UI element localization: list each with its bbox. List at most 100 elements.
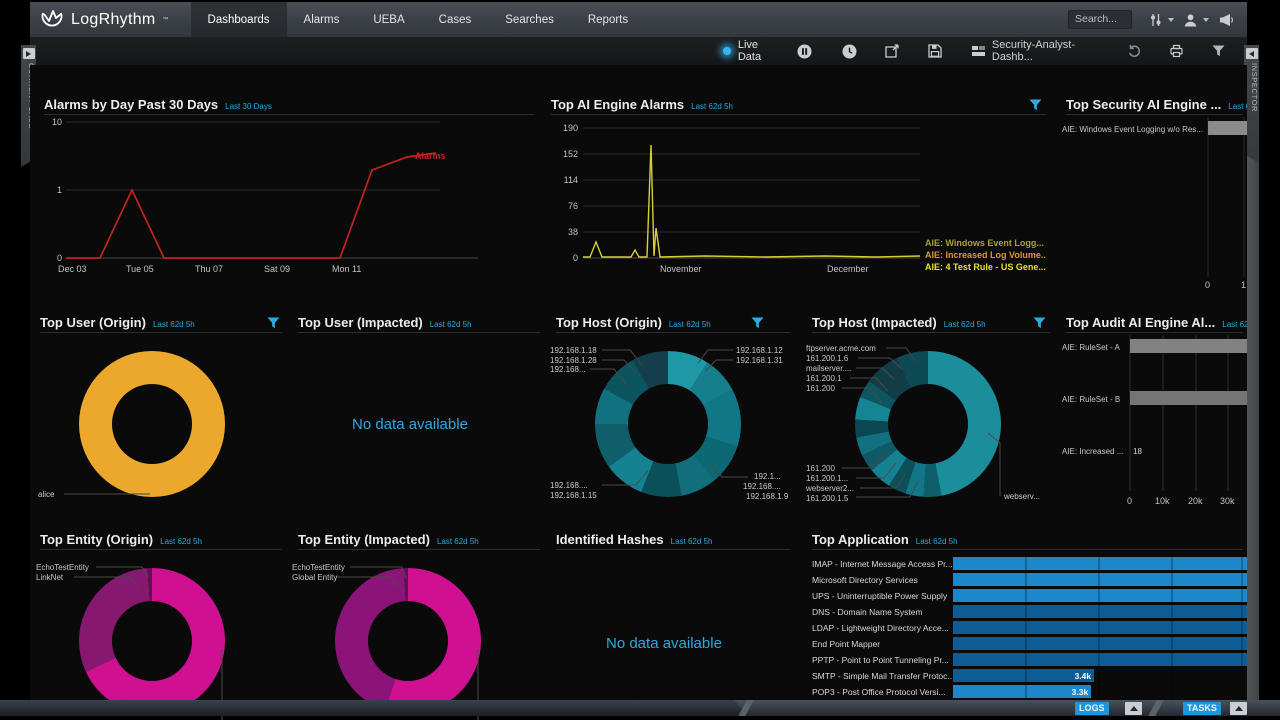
audit-bar-ruleset-a[interactable] (1130, 339, 1247, 353)
application-bar[interactable] (953, 621, 1247, 634)
donut-label: 192.168... (550, 365, 586, 374)
right-scrollbar[interactable] (1247, 45, 1259, 700)
tasks-expand-icon[interactable] (1230, 701, 1247, 715)
application-bar[interactable] (953, 557, 1247, 570)
pause-icon[interactable] (797, 44, 812, 59)
application-bar[interactable]: 3.4k (953, 669, 1095, 682)
bar-label: AIE: RuleSet - B (1062, 395, 1121, 404)
application-row: POP3 - Post Office Protocol Versi... 3.3k (806, 684, 1247, 700)
y-tick: 10 (51, 117, 62, 127)
print-icon[interactable] (1169, 44, 1184, 58)
announcements-icon[interactable] (1218, 13, 1235, 27)
user-origin-donut[interactable] (79, 351, 225, 497)
panel-range: Last 62d 5h (436, 537, 479, 546)
y-tick: 1 (56, 185, 62, 195)
logs-tab[interactable]: LOGS (1075, 701, 1109, 715)
panel-filter-icon[interactable] (267, 316, 280, 334)
entity-impacted-donut[interactable] (335, 568, 481, 714)
current-case-expand-icon[interactable] (23, 48, 35, 59)
ai-engine-chart[interactable] (545, 95, 1050, 297)
application-bar[interactable] (953, 605, 1247, 618)
panel-top-user-impacted: Top User (Impacted) Last 62d 5h No data … (292, 313, 544, 515)
panel-title: Top Application (812, 532, 909, 547)
x-tick: Thu 07 (195, 264, 224, 274)
application-row: UPS - Uninterruptible Power Supply (806, 588, 1247, 604)
donut-label: EchoTestEntity (292, 563, 345, 572)
panel-top-entity-origin-header: Top Entity (Origin) Last 62d 5h (40, 532, 282, 550)
donut-label: LinkNet (36, 573, 64, 582)
x-tick: 10k (1155, 496, 1170, 506)
nav-tab-searches[interactable]: Searches (505, 13, 554, 26)
donut-label: 161.200.1... (806, 474, 849, 483)
nav-tab-alarms[interactable]: Alarms (303, 13, 340, 26)
nav-tab-ueba[interactable]: UEBA (373, 13, 405, 26)
dashboard-layout-icon[interactable] (972, 45, 986, 57)
application-row: End Point Mapper (806, 636, 1247, 652)
toolbar-filter-icon[interactable] (1212, 45, 1225, 57)
bar-value: 18 (1133, 447, 1142, 456)
application-bar[interactable]: 3.3k (953, 685, 1092, 698)
panel-top-entity-origin: Top Entity (Origin) Last 62d 5h EchoTest… (34, 530, 286, 720)
time-range-icon[interactable] (842, 44, 857, 59)
panel-filter-icon[interactable] (751, 316, 764, 334)
nav-tab-cases[interactable]: Cases (438, 13, 472, 26)
y-tick: 0 (572, 253, 578, 263)
alarms-by-day-chart[interactable] (38, 95, 538, 297)
live-data-indicator (723, 47, 731, 55)
user-profile-icon[interactable] (1183, 13, 1198, 27)
application-bar[interactable] (953, 637, 1247, 650)
panel-filter-icon[interactable] (1033, 316, 1046, 334)
host-impacted-donut[interactable] (855, 351, 1001, 497)
x-tick: Tue 05 (126, 264, 154, 274)
application-label: End Point Mapper (812, 639, 881, 649)
security-aie-bar[interactable] (1208, 121, 1247, 135)
series-legend-alarms: Alarms (415, 151, 446, 161)
donut-label: alice (38, 490, 55, 499)
filter-sliders-icon[interactable] (1149, 13, 1163, 27)
inspector-expand-icon[interactable] (1246, 48, 1258, 59)
application-row: LDAP - Lightweight Directory Acce... (806, 620, 1247, 636)
donut-label: webserv... (1004, 492, 1040, 501)
live-data-label[interactable]: Live Data (737, 39, 762, 63)
inspector-label: INSPECTOR (1250, 63, 1259, 113)
nav-tab-dashboards[interactable]: Dashboards (190, 2, 287, 37)
application-bar[interactable] (953, 573, 1247, 586)
application-row: PPTP - Point to Point Tunneling Pr... (806, 652, 1247, 668)
audit-aie-chart[interactable] (1060, 313, 1247, 515)
donut-label: 192.168.1.31 (736, 356, 783, 365)
security-aie-chart[interactable] (1060, 95, 1247, 297)
panel-filter-icon[interactable] (1029, 98, 1042, 116)
panel-alarms-by-day: Alarms by Day Past 30 Days Last 30 Days … (38, 95, 538, 297)
search-input[interactable]: Search... (1068, 10, 1132, 29)
application-bar[interactable] (953, 653, 1247, 666)
panel-top-user-impacted-header: Top User (Impacted) Last 62d 5h (298, 315, 540, 333)
logs-expand-icon[interactable] (1125, 701, 1142, 715)
filter-caret-icon[interactable] (1168, 17, 1174, 22)
logrhythm-logo[interactable]: LogRhythm ™ (30, 6, 191, 33)
top-navbar: LogRhythm ™ Dashboards Alarms UEBA Cases… (30, 2, 1247, 37)
nav-tab-reports[interactable]: Reports (587, 13, 629, 26)
panel-title: Top User (Impacted) (298, 315, 423, 330)
user-caret-icon[interactable] (1203, 17, 1209, 22)
save-icon[interactable] (928, 44, 942, 58)
y-tick: 0 (56, 253, 62, 263)
panel-top-ai-engine-alarms: Top AI Engine Alarms Last 62d 5h 190 152… (545, 95, 1050, 297)
panel-range: Last 62d 5... (1228, 102, 1247, 111)
application-bar[interactable] (953, 589, 1247, 602)
audit-bar-ruleset-b[interactable] (1130, 391, 1247, 405)
inspector-tab[interactable]: INSPECTOR (1244, 45, 1259, 163)
x-tick: 20k (1188, 496, 1203, 506)
panel-alarms-by-day-header: Alarms by Day Past 30 Days Last 30 Days (44, 97, 534, 115)
dashboard-selector[interactable]: Security-Analyst-Dashb... (991, 39, 1076, 63)
donut-label: 192.168.... (550, 481, 588, 490)
donut-label: 161.200.1.5 (806, 494, 849, 503)
panel-range: Last 62d 5h (152, 320, 195, 329)
tasks-tab[interactable]: TASKS (1183, 701, 1221, 715)
entity-origin-donut[interactable] (79, 568, 225, 714)
undo-icon[interactable] (1127, 44, 1141, 58)
x-tick: November (660, 264, 702, 274)
donut-label: 192.1... (754, 472, 781, 481)
panel-top-entity-impacted: Top Entity (Impacted) Last 62d 5h EchoTe… (292, 530, 544, 720)
alarms-series-line (66, 152, 437, 259)
add-widget-icon[interactable] (885, 44, 900, 58)
